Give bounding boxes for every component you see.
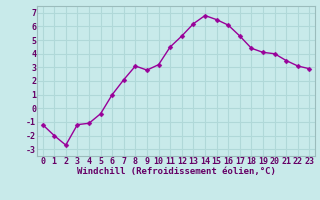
X-axis label: Windchill (Refroidissement éolien,°C): Windchill (Refroidissement éolien,°C)	[76, 167, 276, 176]
